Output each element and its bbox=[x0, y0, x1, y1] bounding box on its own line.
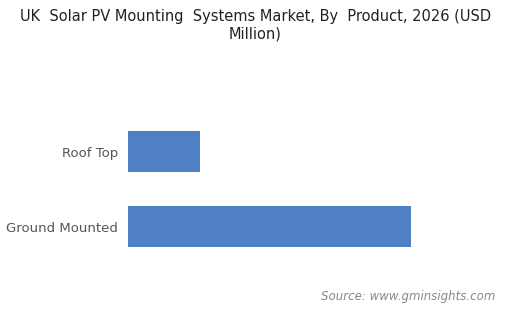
Bar bbox=[128, 131, 200, 172]
Text: Source: www.gminsights.com: Source: www.gminsights.com bbox=[321, 290, 496, 303]
Text: UK  Solar PV Mounting  Systems Market, By  Product, 2026 (USD
Million): UK Solar PV Mounting Systems Market, By … bbox=[20, 9, 491, 42]
Bar bbox=[128, 206, 411, 248]
